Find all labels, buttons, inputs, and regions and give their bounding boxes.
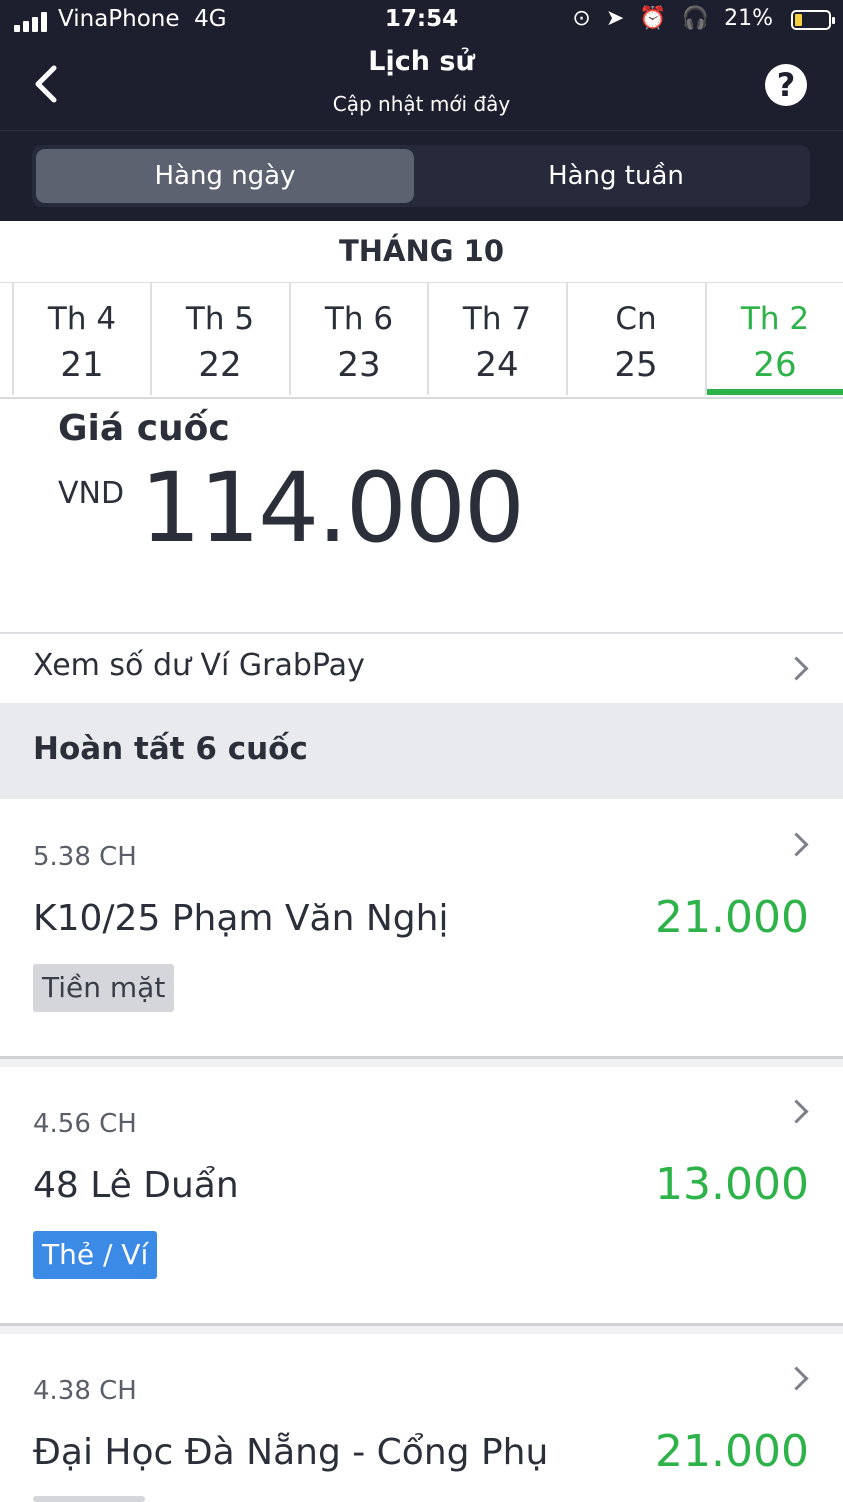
location-arrow-icon: ➤: [605, 6, 625, 31]
status-time: 17:54: [384, 6, 459, 32]
battery-icon: [791, 10, 835, 30]
payment-badge: [33, 1496, 145, 1502]
page-subtitle: Cập nhật mới đây: [332, 92, 511, 116]
chevron-left-icon: [35, 65, 57, 103]
status-bar: VinaPhone 4G 17:54 ⊙ ➤ ⏰ 🎧 21%: [0, 0, 843, 42]
tab-bar: Hàng ngày Hàng tuần: [0, 130, 843, 221]
trip-card[interactable]: 5.38 CH K10/25 Phạm Văn Nghị 21.000 Tiền…: [0, 800, 843, 1059]
day-date: 23: [337, 345, 381, 385]
day-item-selected[interactable]: Th 2 26: [705, 283, 843, 395]
help-button[interactable]: ?: [765, 64, 807, 106]
chevron-right-icon: [784, 1366, 809, 1391]
page-title: Lịch sử: [368, 46, 475, 77]
day-name: Th 7: [462, 301, 532, 337]
trip-card[interactable]: 4.38 CH Đại Học Đà Nẵng - Cổng Phụ 21.00…: [0, 1334, 843, 1502]
chevron-right-icon: [784, 832, 809, 857]
help-icon: ?: [776, 66, 796, 104]
day-item[interactable]: Th 7 24: [427, 283, 565, 395]
day-name: Th 2: [740, 301, 810, 337]
trip-price: 13.000: [655, 1159, 809, 1210]
wallet-balance-row[interactable]: Xem số dư Ví GrabPay: [0, 632, 843, 702]
day-item[interactable]: Th 5 22: [150, 283, 288, 395]
fare-label: Giá cuốc: [58, 408, 230, 449]
wallet-balance-label: Xem số dư Ví GrabPay: [33, 648, 365, 683]
back-button[interactable]: [28, 62, 68, 106]
status-icons: ⊙ ➤ ⏰ 🎧 21%: [564, 6, 773, 31]
completed-trips-header: Hoàn tất 6 cuốc: [0, 703, 843, 799]
day-item[interactable]: Th 4 21: [12, 283, 150, 395]
trip-address: K10/25 Phạm Văn Nghị: [33, 898, 449, 939]
day-item[interactable]: Cn 25: [566, 283, 704, 395]
currency-label: VND: [58, 476, 125, 511]
tab-daily[interactable]: Hàng ngày: [36, 149, 414, 203]
carrier-label: VinaPhone 4G: [58, 6, 227, 32]
chevron-right-icon: [784, 1099, 809, 1124]
segmented-control: Hàng ngày Hàng tuần: [32, 145, 810, 207]
day-date: 25: [614, 345, 658, 385]
payment-badge: Thẻ / Ví: [33, 1231, 158, 1279]
trip-address: Đại Học Đà Nẵng - Cổng Phụ: [33, 1432, 549, 1473]
card-divider: [0, 1326, 843, 1334]
day-name: Th 5: [185, 301, 255, 337]
tab-weekly[interactable]: Hàng tuần: [548, 161, 684, 191]
trip-time: 4.56 CH: [33, 1109, 137, 1139]
day-selector: Th 4 21 Th 5 22 Th 6 23 Th 7 24 Cn 25 Th…: [0, 283, 843, 399]
month-label: THÁNG 10: [0, 220, 843, 283]
signal-icon: [14, 12, 50, 32]
alarm-icon: ⏰: [639, 6, 667, 31]
trip-price: 21.000: [655, 892, 809, 943]
battery-percent: 21%: [724, 6, 773, 31]
day-date: 24: [475, 345, 519, 385]
day-name: Cn: [615, 301, 657, 337]
completed-trips-title: Hoàn tất 6 cuốc: [33, 731, 308, 767]
top-bar: VinaPhone 4G 17:54 ⊙ ➤ ⏰ 🎧 21% Lịch sử C…: [0, 0, 843, 130]
fare-total: 114.000: [140, 452, 525, 564]
day-item[interactable]: Th 6 23: [289, 283, 427, 395]
day-name: Th 6: [324, 301, 394, 337]
day-name: Th 4: [47, 301, 117, 337]
trip-address: 48 Lê Duẩn: [33, 1165, 239, 1206]
card-divider: [0, 1059, 843, 1067]
trip-card[interactable]: 4.56 CH 48 Lê Duẩn 13.000 Thẻ / Ví: [0, 1067, 843, 1326]
day-date: 26: [753, 345, 797, 385]
day-date: 21: [60, 345, 104, 385]
trip-time: 4.38 CH: [33, 1376, 137, 1406]
chevron-right-icon: [784, 656, 809, 681]
headphones-icon: 🎧: [681, 6, 710, 31]
trip-price: 21.000: [655, 1426, 809, 1477]
day-date: 22: [198, 345, 242, 385]
payment-badge: Tiền mặt: [33, 964, 175, 1012]
lock-rotation-icon: ⊙: [572, 6, 591, 31]
trip-time: 5.38 CH: [33, 842, 137, 872]
